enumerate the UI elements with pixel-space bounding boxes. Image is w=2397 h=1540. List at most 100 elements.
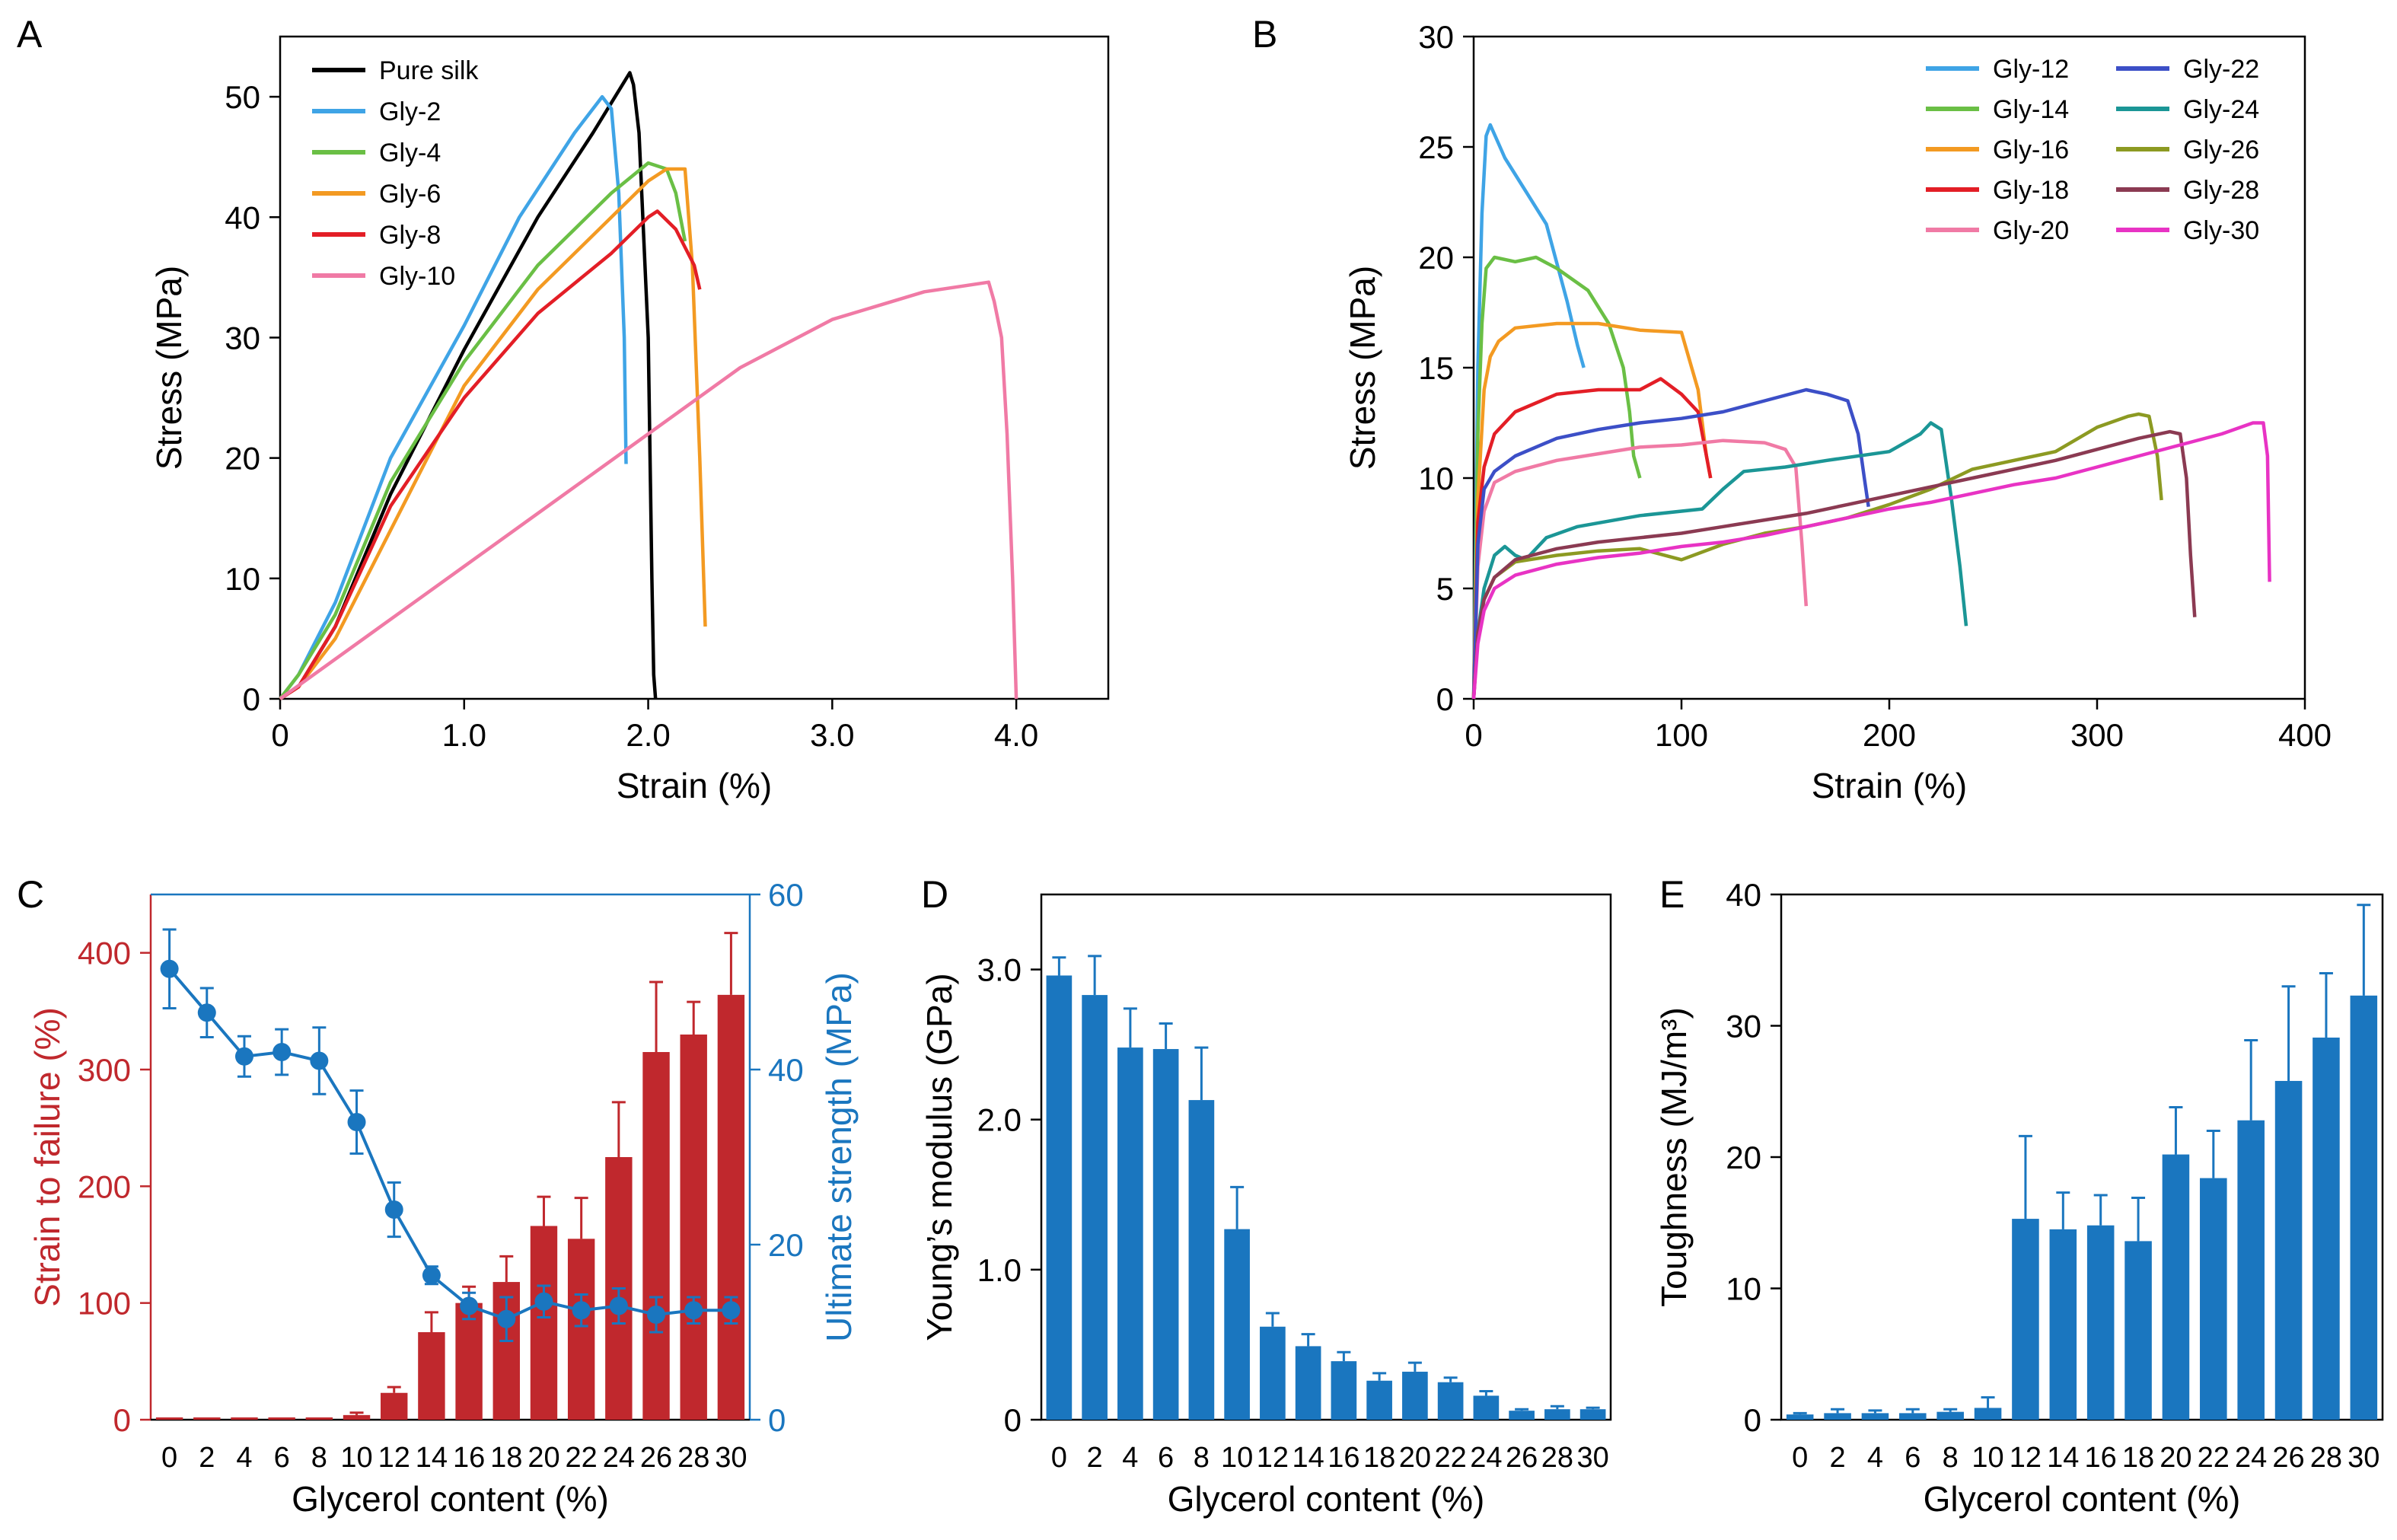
x-axis-label: Strain (%) [617, 766, 772, 805]
y-tick-label: 30 [225, 320, 260, 356]
strength-point [609, 1296, 628, 1315]
y-axis-label: Strain to failure (%) [27, 1007, 67, 1307]
y-tick-label: 2.0 [977, 1102, 1022, 1138]
x-tick-label: 14 [416, 1442, 448, 1474]
y-tick-label: 30 [1418, 19, 1454, 55]
x-tick-label: 24 [2235, 1442, 2267, 1474]
x-tick-label: 30 [715, 1442, 747, 1474]
x-tick-label: 8 [1943, 1442, 1959, 1474]
y2-axis-label: Ultimate strength (MPa) [819, 972, 859, 1342]
series-line-gly-12 [1471, 123, 1586, 700]
bar [1509, 1411, 1535, 1420]
bar [155, 1417, 183, 1420]
legend-label: Gly-12 [1993, 55, 2069, 84]
x-tick-label: 2 [1829, 1442, 1845, 1474]
bar [455, 1302, 483, 1420]
legend-label: Gly-6 [379, 180, 441, 209]
x-axis-label: Strain (%) [1812, 766, 1967, 805]
chart-c: 0 2 4 6 8 10 12 14 16 18 20 22 24 26 28 300100200300400… [27, 877, 859, 1519]
chart-e: 0 2 4 6 8 10 12 14 16 18 20 22 24 26 28 30010203040Glyc… [1654, 877, 2384, 1519]
x-tick-label: 20 [2160, 1442, 2191, 1474]
bar [567, 1239, 595, 1420]
y-axis-label: Stress (MPa) [149, 266, 189, 470]
bar [268, 1417, 295, 1420]
x-tick-label: 4 [1122, 1442, 1138, 1474]
bar [1473, 1395, 1500, 1420]
series-line-gly-2 [279, 94, 628, 700]
legend-label: Gly-22 [2183, 55, 2259, 84]
x-tick-label: 0 [161, 1442, 177, 1474]
strength-point [234, 1047, 253, 1066]
strength-point [722, 1301, 741, 1320]
bar [1544, 1409, 1570, 1420]
series-line-gly-8 [279, 209, 702, 700]
x-tick-label: 12 [1257, 1442, 1289, 1474]
y2-tick-label: 60 [768, 877, 804, 913]
series-line-gly-14 [1471, 255, 1642, 700]
x-tick-label: 2.0 [626, 717, 670, 753]
bar [1082, 995, 1108, 1420]
bar [1366, 1380, 1392, 1420]
x-tick-label: 0 [1051, 1442, 1067, 1474]
y-tick-label: 400 [78, 936, 131, 971]
y-axis-label: Stress (MPa) [1343, 266, 1382, 470]
bar [717, 994, 745, 1420]
legend-label: Gly-14 [1993, 95, 2069, 124]
x-tick-label: 16 [1328, 1442, 1359, 1474]
y-tick-label: 20 [1418, 240, 1454, 276]
x-tick-label: 22 [2198, 1442, 2230, 1474]
bar [1437, 1382, 1464, 1420]
x-tick-label: 6 [274, 1442, 290, 1474]
strength-point [422, 1266, 441, 1285]
legend-label: Gly-4 [379, 139, 441, 167]
legend-label: Gly-18 [1993, 176, 2069, 205]
y-tick-label: 50 [225, 79, 260, 115]
x-tick-label: 14 [2047, 1442, 2079, 1474]
legend-label: Gly-2 [379, 97, 441, 126]
bar [1046, 975, 1073, 1420]
y-tick-label: 0 [1436, 681, 1454, 717]
x-tick-label: 10 [1221, 1442, 1253, 1474]
x-tick-label: 16 [2085, 1442, 2117, 1474]
y-tick-label: 0 [243, 681, 260, 717]
strength-point [347, 1113, 366, 1131]
bar [381, 1392, 408, 1420]
bar [2124, 1241, 2152, 1420]
x-axis-label: Glycerol content (%) [292, 1479, 609, 1519]
bar [530, 1226, 558, 1420]
series-line-gly-16 [1471, 321, 1713, 700]
x-tick-label: 24 [603, 1442, 635, 1474]
x-tick-label: 22 [566, 1442, 598, 1474]
x-tick-label: 14 [1292, 1442, 1324, 1474]
bar [1152, 1049, 1179, 1420]
x-tick-label: 26 [640, 1442, 672, 1474]
x-tick-label: 12 [2010, 1442, 2042, 1474]
strength-point [647, 1306, 666, 1324]
x-tick-label: 3.0 [810, 717, 854, 753]
y-tick-label: 20 [1726, 1140, 1761, 1175]
x-tick-label: 20 [1399, 1442, 1431, 1474]
strength-point [572, 1301, 591, 1320]
x-tick-label: 30 [1576, 1442, 1608, 1474]
bar [2274, 1080, 2303, 1420]
strength-point [160, 959, 179, 978]
x-tick-label: 1.0 [442, 717, 486, 753]
x-tick-label: 16 [453, 1442, 485, 1474]
x-tick-label: 28 [1541, 1442, 1573, 1474]
x-tick-label: 8 [311, 1442, 327, 1474]
y-tick-label: 15 [1418, 350, 1454, 386]
bar [1936, 1411, 1964, 1420]
legend-label: Gly-26 [2183, 136, 2259, 164]
bar [305, 1417, 333, 1420]
strength-line [168, 968, 732, 1321]
plot-frame [279, 35, 1110, 700]
chart-b: 0 100 200 300 400 0 5 10 15 20 25 30 Gly-12 Gly-14 Gly… [1343, 19, 2332, 805]
series-line-gly-18 [1471, 377, 1713, 700]
bar [1824, 1413, 1851, 1420]
y-tick-label: 5 [1436, 571, 1454, 607]
chart-d: 0 2 4 6 8 10 12 14 16 18 20 22 24 26 28 3001.02.03.0Gly… [920, 893, 1612, 1519]
x-tick-label: 18 [1363, 1442, 1395, 1474]
x-tick-label: 10 [1971, 1442, 2003, 1474]
bar [1579, 1409, 1606, 1420]
